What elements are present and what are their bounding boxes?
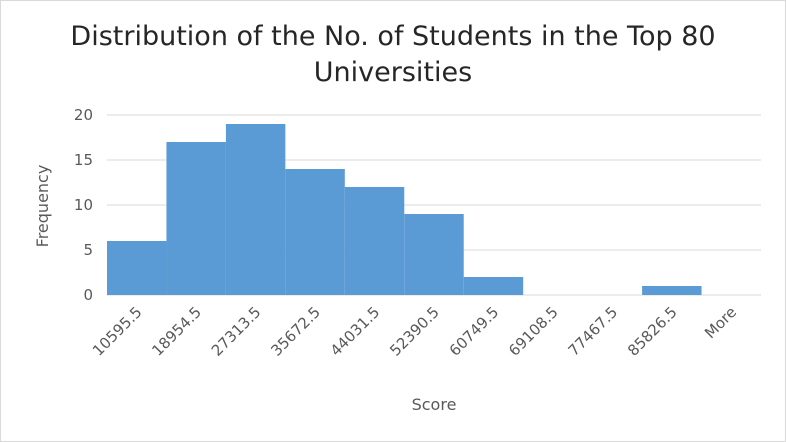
bars [107,124,702,295]
x-tick-label: 18954.5 [148,303,205,360]
x-tick-label: 35672.5 [267,303,324,360]
x-tick-label: 77467.5 [565,303,622,360]
chart-title: Distribution of the No. of Students in t… [1,19,785,91]
y-tick-label: 10 [74,196,93,214]
y-axis-title: Frequency [33,165,52,248]
x-tick-label: 69108.5 [505,303,562,360]
bar [166,142,226,295]
y-tick-label: 20 [74,106,93,124]
bar [404,214,464,295]
bar [285,169,345,295]
chart-title-line-1: Distribution of the No. of Students in t… [70,21,716,52]
y-tick-label: 15 [74,151,93,169]
x-tick-label: 27313.5 [208,303,265,360]
x-tick-label: More [701,303,740,342]
bar [107,241,167,295]
x-axis-ticks: 10595.5 18954.5 27313.5 35672.5 44031.5 52390… [89,303,740,360]
y-tick-label: 5 [83,241,93,259]
x-tick-label: 52390.5 [386,303,443,360]
bar [344,187,405,295]
bar [463,277,524,295]
x-axis-title: Score [412,395,457,414]
x-tick-label: 44031.5 [327,303,384,360]
chart-title-line-2: Universities [313,57,473,88]
x-tick-label: 85826.5 [624,303,681,360]
bar [225,124,286,295]
x-tick-label: 10595.5 [89,303,146,360]
x-tick-label: 60749.5 [446,303,503,360]
y-axis-ticks: 0 5 10 15 20 [74,106,93,304]
bar [642,286,702,295]
y-tick-label: 0 [83,286,93,304]
